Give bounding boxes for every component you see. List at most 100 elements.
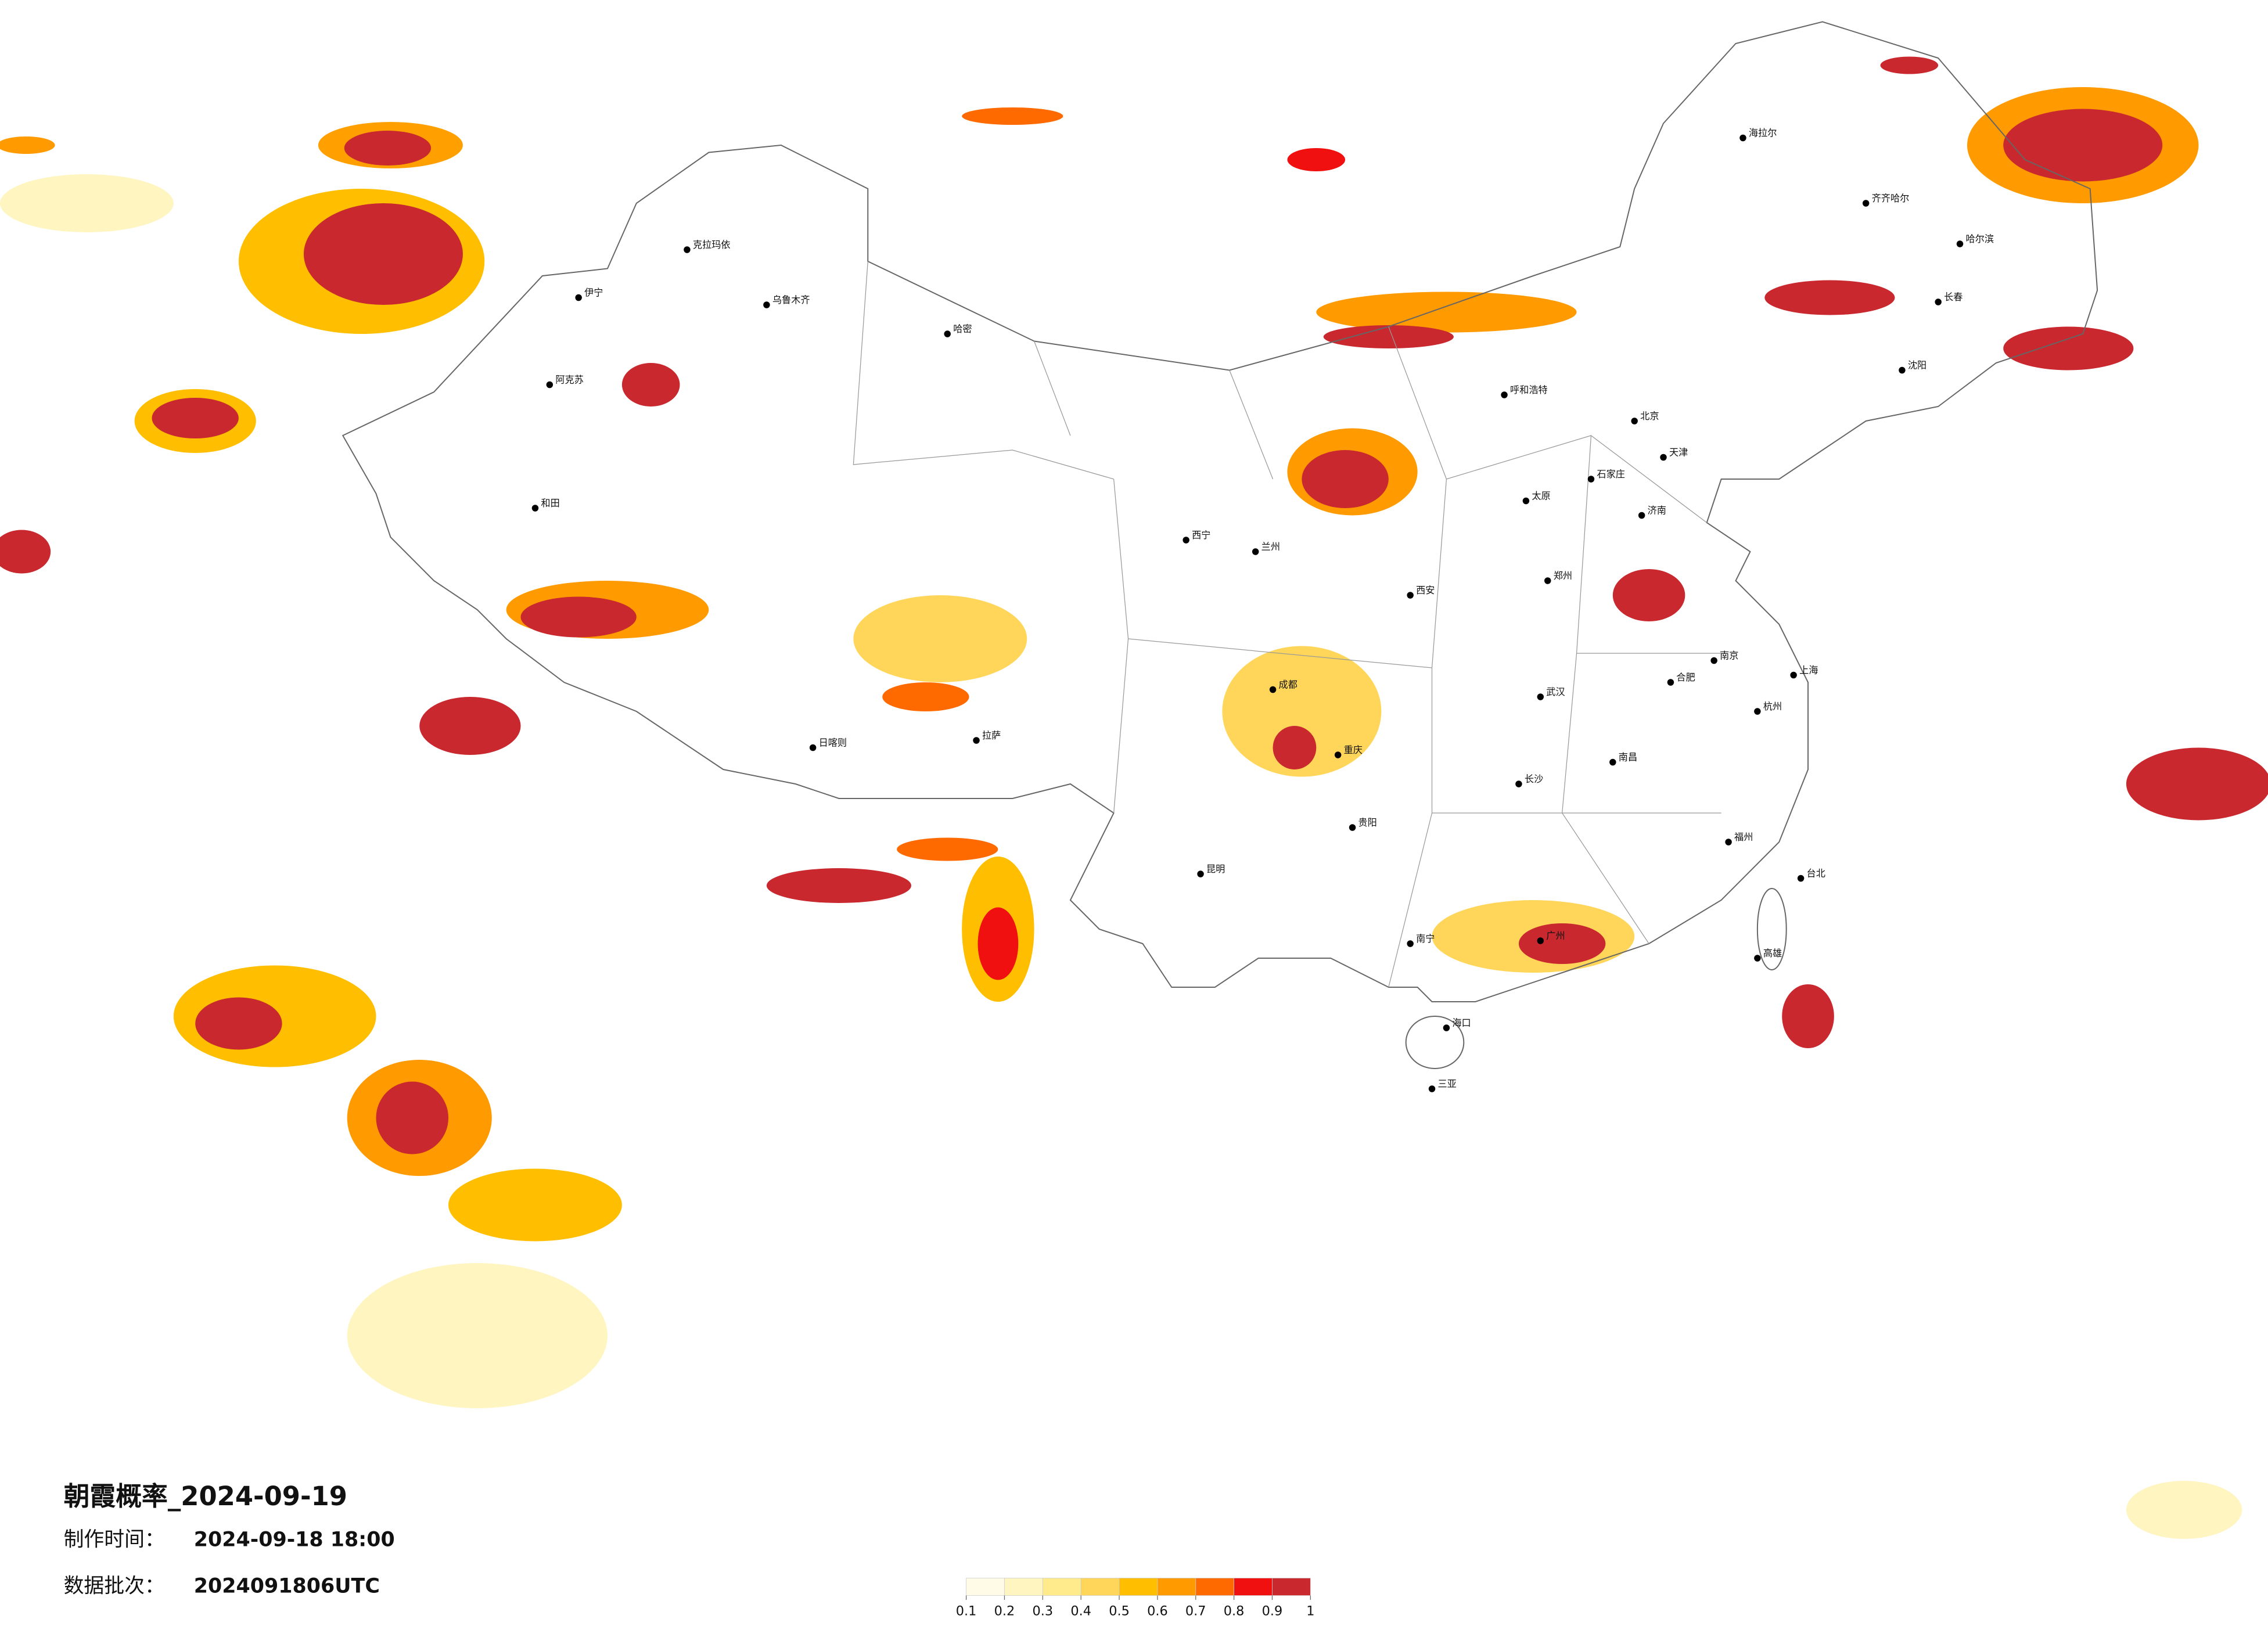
heat-area [303,203,463,305]
probability-field [0,56,2268,1539]
city-label: 武汉 [1546,686,1565,697]
city-label: 台北 [1807,868,1825,879]
heat-area [1287,148,1346,171]
city-dot [1956,240,1964,247]
heat-area [621,363,680,406]
city-dot [809,744,817,751]
city-dot [1899,366,1906,374]
batch: 2024091806UTC [194,1574,380,1598]
heat-area [1880,56,1939,74]
city-label: 广州 [1546,930,1565,941]
legend-swatch [1234,1578,1273,1596]
city-label: 和田 [541,498,559,509]
heat-area [2003,326,2134,370]
legend-tick-label: 0.8 [1224,1603,1245,1618]
legend-tick-label: 0.5 [1109,1603,1130,1618]
taiwan-border [1756,888,1787,970]
city-dot [531,505,539,512]
city-label: 杭州 [1763,701,1782,712]
city-dot [1537,937,1544,944]
heat-area [1612,569,1685,621]
city-dot [763,301,770,308]
legend-tick-label: 0.7 [1185,1603,1206,1618]
city-dot [1515,780,1522,787]
city-label: 北京 [1640,411,1659,422]
city-dot [1797,875,1805,882]
heat-area [1323,325,1454,348]
heat-area [1273,726,1317,769]
city-dot [1754,708,1761,715]
city-dot [1609,758,1616,766]
heat-area [1518,923,1606,964]
city-label: 福州 [1734,832,1753,843]
city-label: 济南 [1648,505,1666,516]
city-label: 长沙 [1525,774,1543,785]
legend-swatch [1195,1578,1234,1596]
city-dot [1935,298,1942,305]
heat-area [0,136,55,154]
city-dot [1638,512,1645,519]
city-dot [1407,592,1414,599]
legend-tick-label: 0.6 [1147,1603,1168,1618]
city-label: 高雄 [1763,948,1782,959]
legend-swatch [1080,1578,1120,1596]
city-label: 哈尔滨 [1965,233,1994,244]
city-label: 兰州 [1261,541,1280,552]
city-dot [1269,686,1277,693]
heat-area [2126,1481,2242,1539]
city-label: 哈密 [953,323,972,334]
city-label: 南宁 [1416,933,1435,944]
city-dot [1501,391,1508,398]
city-dot [1443,1024,1450,1031]
city-label: 西安 [1416,585,1435,596]
heat-area [152,398,239,438]
legend-tick-label: 1 [1306,1603,1314,1618]
city-label: 齐齐哈尔 [1872,193,1910,204]
city-dot [684,246,691,253]
city-dot [1544,577,1551,584]
heat-area [0,530,51,574]
city-label: 合肥 [1676,672,1695,683]
heat-area [0,174,174,232]
legend-tick-label: 0.9 [1262,1603,1283,1618]
legend: 0.1 0.2 0.3 0.4 0.5 0.6 0.7 0.8 0.9 1 [956,1578,1314,1619]
legend-tick-label: 0.2 [994,1603,1015,1618]
city-dot [1660,454,1667,461]
city-label: 天津 [1669,447,1688,458]
heat-area [2126,747,2268,821]
heat-area [977,907,1019,980]
city-dot [1334,751,1342,758]
heat-area [195,997,282,1050]
city-dot [1522,497,1530,505]
city-label: 呼和浩特 [1510,384,1548,395]
city-label: 西宁 [1192,530,1210,541]
city-label: 拉萨 [982,730,1001,741]
city-dot [1197,870,1204,877]
city-label: 南京 [1720,650,1738,661]
city-dot [1790,671,1797,679]
city-label: 郑州 [1554,570,1572,581]
heat-area [1782,984,1834,1048]
city-dot [1754,955,1761,962]
city-dot [1537,693,1544,700]
city-label: 昆明 [1206,864,1225,875]
city-label: 海拉尔 [1749,127,1777,138]
heat-area [376,1081,449,1154]
legend-swatch [1004,1578,1043,1596]
city-label: 三亚 [1437,1078,1456,1089]
heat-area [2003,109,2163,182]
heat-area [766,868,911,903]
heat-area [882,682,969,711]
city-dot [1710,657,1717,664]
heat-area [1302,450,1389,508]
city-dot [1428,1085,1436,1092]
city-label: 南昌 [1619,751,1637,762]
legend-tick-label: 0.4 [1070,1603,1091,1618]
city-label: 日喀则 [819,737,847,748]
city-label: 太原 [1532,490,1550,501]
heat-area [1222,646,1382,777]
city-label: 上海 [1799,664,1818,675]
